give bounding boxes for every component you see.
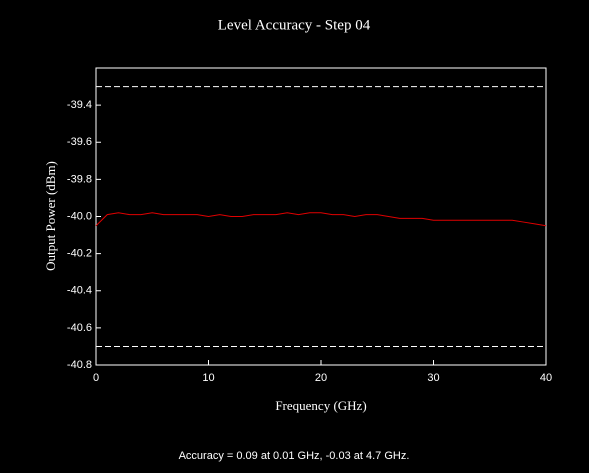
plot-frame	[95, 67, 547, 366]
y-tick-label: -39.6	[67, 136, 92, 148]
y-tick-label: -40.6	[67, 322, 92, 334]
x-tick-label: 0	[93, 372, 99, 384]
y-tick-label: -39.8	[67, 173, 92, 185]
data-line	[95, 212, 547, 227]
y-tick-label: -40.8	[67, 359, 92, 371]
y-tick-label: -40.2	[67, 248, 92, 260]
y-axis-label: Output Power (dBm)	[43, 161, 58, 271]
y-tick-label: -40.4	[67, 285, 92, 297]
y-tick-label: -40.0	[67, 210, 92, 222]
note: Accuracy = 0.09 at 0.01 GHz, -0.03 at 4.…	[179, 450, 410, 462]
x-tick-label: 20	[315, 372, 327, 384]
x-tick-label: 30	[427, 372, 439, 384]
x-tick-label: 10	[202, 372, 214, 384]
x-axis-label: Frequency (GHz)	[275, 398, 366, 413]
chart-title: Level Accuracy - Step 04	[218, 17, 371, 33]
x-tick-label: 40	[540, 372, 552, 384]
y-tick-label: -39.4	[67, 99, 92, 111]
